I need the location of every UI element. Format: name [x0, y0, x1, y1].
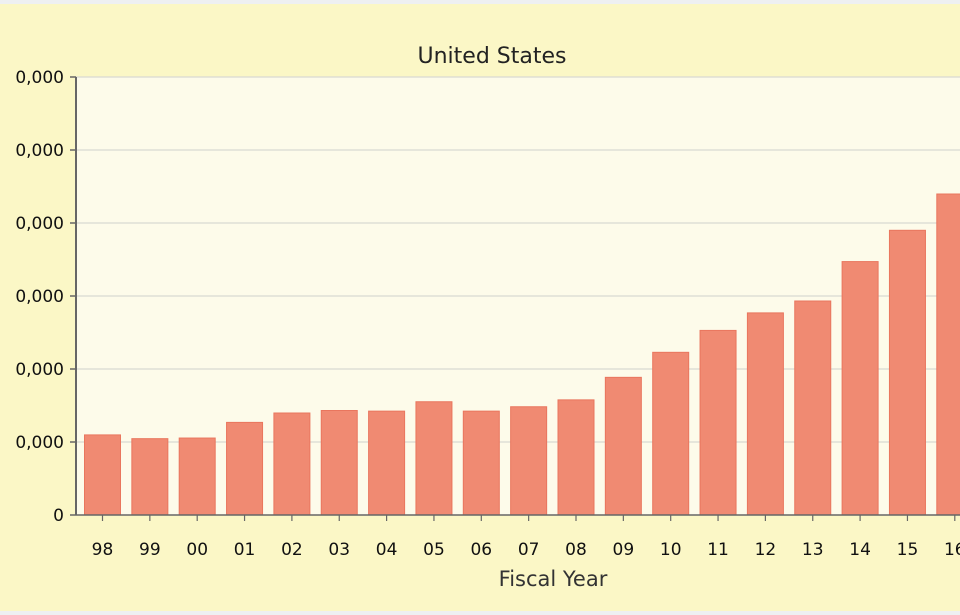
x-tick-label: 10 — [660, 540, 682, 560]
bar-07 — [510, 406, 548, 516]
x-tick-label: 15 — [897, 540, 919, 560]
bar-06 — [462, 410, 500, 516]
bar-05 — [415, 401, 453, 516]
x-tick-label: 13 — [802, 540, 824, 560]
bar-15 — [888, 229, 926, 516]
y-tick-label: 0,000 — [15, 141, 64, 161]
bars — [84, 193, 960, 516]
bar-13 — [794, 300, 832, 516]
bar-99 — [131, 438, 169, 516]
y-tick-label: 0,000 — [15, 433, 64, 453]
x-tick-label: 99 — [139, 540, 161, 560]
bar-10 — [652, 351, 690, 516]
bar-98 — [84, 434, 121, 516]
chart-title: United States — [418, 44, 567, 69]
x-tick-label: 05 — [423, 540, 445, 560]
bar-16 — [936, 193, 960, 516]
x-tick-label: 14 — [849, 540, 871, 560]
bar-14 — [841, 261, 879, 516]
bar-08 — [557, 399, 595, 516]
x-tick-label: 98 — [92, 540, 114, 560]
bar-12 — [746, 312, 784, 516]
x-tick-label: 08 — [565, 540, 587, 560]
y-tick-label: 0 — [53, 506, 64, 526]
x-tick-label: 07 — [518, 540, 540, 560]
x-tick-label: 04 — [376, 540, 398, 560]
x-tick-labels: 98 99 00 01 02 03 04 05 06 07 08 09 10 11 12 13 14 15 16 — [92, 515, 960, 560]
x-tick-label: 06 — [470, 540, 492, 560]
bar-02 — [273, 412, 311, 516]
y-tick-label: 0,000 — [15, 214, 64, 234]
x-tick-label: 03 — [328, 540, 350, 560]
y-tick-label: 0,000 — [15, 360, 64, 380]
y-tick-label: 0,000 — [15, 68, 64, 88]
x-tick-label: 09 — [613, 540, 635, 560]
bar-00 — [178, 437, 216, 516]
bar-01 — [226, 421, 264, 516]
x-tick-label: 11 — [707, 540, 729, 560]
x-tick-label: 01 — [234, 540, 256, 560]
y-tick-labels: 0,000 0,000 0,000 0,000 0,000 0,000 0 — [15, 68, 76, 526]
x-tick-label: 12 — [755, 540, 777, 560]
x-tick-label: 16 — [944, 540, 960, 560]
bar-chart: 0,000 0,000 0,000 0,000 0,000 0,000 0 98 99 00 01… — [15, 44, 960, 591]
bar-04 — [368, 410, 406, 516]
y-tick-label: 0,000 — [15, 287, 64, 307]
bar-09 — [604, 376, 642, 516]
x-tick-label: 00 — [186, 540, 208, 560]
chart-frame: 0,000 0,000 0,000 0,000 0,000 0,000 0 98 99 00 01… — [0, 4, 960, 611]
bar-03 — [320, 410, 358, 516]
x-tick-label: 02 — [281, 540, 303, 560]
bar-11 — [699, 329, 737, 516]
x-axis-title: Fiscal Year — [499, 567, 608, 591]
